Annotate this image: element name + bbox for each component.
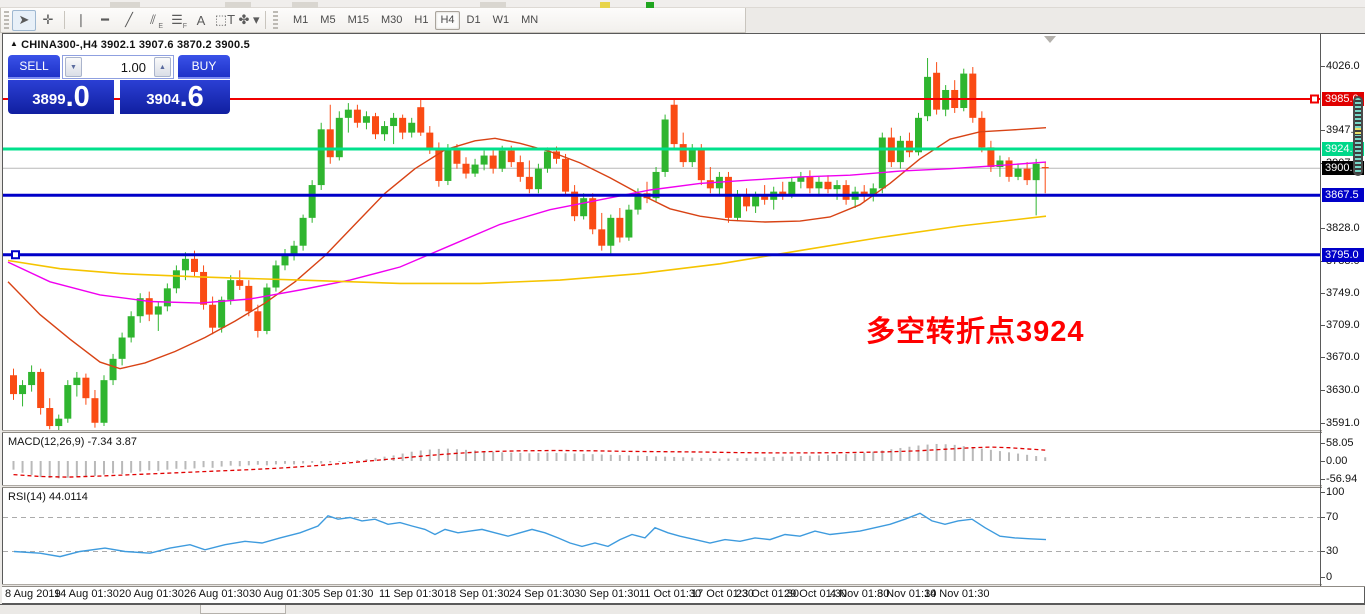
price-axis-tick: 4026.0 bbox=[1321, 60, 1360, 72]
toolbar-separator bbox=[265, 11, 266, 29]
symbol-ohlc-text: CHINA300-,H4 3902.1 3907.6 3870.2 3900.5 bbox=[21, 39, 250, 51]
toolbar-fragment bbox=[292, 2, 318, 8]
macd-indicator-label: MACD(12,26,9) -7.34 3.87 bbox=[8, 436, 138, 448]
time-axis[interactable]: 8 Aug 2019 14 Aug 01:30 20 Aug 01:30 26 Aug… bbox=[2, 587, 1320, 603]
price-axis-tick: 0.00 bbox=[1320, 455, 1348, 467]
volume-increase-button[interactable]: ▲ bbox=[154, 57, 171, 77]
trendline-tool-icon[interactable]: ╱ bbox=[125, 12, 133, 27]
price-axis-tick: 0 bbox=[1320, 571, 1333, 583]
horizontal-scrollbar[interactable] bbox=[0, 604, 1365, 614]
time-axis-label: 30 Aug 01:30 bbox=[249, 588, 314, 600]
time-axis-label: 14 Aug 01:30 bbox=[54, 588, 119, 600]
symbol-header: ▲ CHINA300-,H4 3902.1 3907.6 3870.2 3900.… bbox=[10, 39, 250, 51]
timeframe-button-m15[interactable]: M15 bbox=[347, 14, 369, 26]
volume-field: ▼ 1.00 ▲ bbox=[62, 55, 174, 79]
toolbar-grip[interactable] bbox=[4, 11, 9, 29]
symbol-collapse-icon[interactable]: ▲ bbox=[10, 39, 19, 48]
timeframe-button-h4[interactable]: H4 bbox=[435, 10, 460, 30]
fibonacci-tool-sub-label: F bbox=[182, 22, 187, 30]
time-axis-label: 30 Sep 01:30 bbox=[574, 588, 640, 600]
sell-price-main: 3899 bbox=[32, 91, 66, 108]
buy-button[interactable]: BUY bbox=[178, 55, 230, 79]
time-axis-label: 18 Sep 01:30 bbox=[444, 588, 510, 600]
equidistant-channel-tool-icon[interactable]: ⫽ E bbox=[150, 12, 163, 30]
timeframe-button-d1[interactable]: D1 bbox=[466, 14, 481, 26]
time-axis-label: 14 Nov 01:30 bbox=[924, 588, 990, 600]
price-level-badge: 3795.0 bbox=[1322, 247, 1364, 262]
time-axis-label: 17 Oct 01:30 bbox=[691, 588, 754, 600]
price-axis-tick: 3749.0 bbox=[1321, 287, 1360, 299]
timeframe-button-h1[interactable]: H1 bbox=[414, 14, 429, 26]
time-axis-label: 20 Aug 01:30 bbox=[119, 588, 184, 600]
scroll-widget-band bbox=[1355, 128, 1361, 135]
volume-decrease-button[interactable]: ▼ bbox=[65, 57, 82, 77]
text-label-tool-icon[interactable]: ⬚T bbox=[214, 12, 236, 27]
rsi-indicator-label: RSI(14) 44.0114 bbox=[8, 491, 88, 503]
horizontal-scrollbar-thumb[interactable] bbox=[200, 605, 286, 614]
chart-toolbar: ➤ ✛ ❘ ━ ╱ ⫽ E ☰ F A ⬚T ✤ ▾ M1 M5 M15 M30 H1 H4 D1 W1 MN bbox=[0, 8, 746, 33]
price-axis-tick: 3828.0 bbox=[1321, 222, 1360, 234]
price-axis-tick: -56.94 bbox=[1320, 473, 1358, 485]
horizontal-line-tool-icon[interactable]: ━ bbox=[101, 12, 109, 27]
time-axis-label: 11 Oct 01:30 bbox=[639, 588, 702, 600]
price-axis-tick: 100 bbox=[1320, 486, 1345, 498]
time-axis-label: 5 Sep 01:30 bbox=[314, 588, 374, 600]
fibonacci-tool-icon[interactable]: ☰ F bbox=[171, 12, 187, 30]
price-axis-tick: 3630.0 bbox=[1321, 384, 1360, 396]
timeframe-button-mn[interactable]: MN bbox=[521, 14, 539, 26]
vertical-scroll-widget[interactable] bbox=[1353, 96, 1363, 176]
chart-window bbox=[2, 33, 1365, 604]
time-axis-label: 4 Nov 01:30 bbox=[830, 588, 890, 600]
clipped-toolbar-row bbox=[0, 0, 1365, 8]
price-axis-tick: 3709.0 bbox=[1321, 319, 1360, 331]
timeframe-button-m30[interactable]: M30 bbox=[380, 14, 403, 26]
time-axis-label: 26 Aug 01:30 bbox=[184, 588, 249, 600]
volume-input[interactable]: 1.00 bbox=[120, 59, 146, 75]
toolbar-fragment bbox=[600, 2, 610, 8]
timeframe-button-m1[interactable]: M1 bbox=[293, 14, 309, 26]
toolbar-separator bbox=[64, 11, 65, 29]
macd-pane-splitter[interactable] bbox=[2, 430, 1365, 433]
arrows-tool-icon[interactable]: ✤ ▾ bbox=[238, 12, 260, 27]
sell-price-pips: .0 bbox=[65, 81, 90, 113]
chart-end-marker-icon bbox=[1044, 36, 1056, 43]
toolbar-fragment-green bbox=[646, 2, 654, 8]
price-axis-tick: 3670.0 bbox=[1321, 351, 1360, 363]
time-axis-label: 24 Sep 01:30 bbox=[509, 588, 575, 600]
rsi-pane-splitter[interactable] bbox=[2, 485, 1365, 488]
vertical-line-tool-icon[interactable]: ❘ bbox=[75, 12, 87, 27]
buy-price-main: 3904 bbox=[146, 91, 180, 108]
text-tool-icon[interactable]: A bbox=[196, 12, 206, 28]
time-axis-label: 23 Oct 01:30 bbox=[736, 588, 799, 600]
date-axis-splitter bbox=[2, 584, 1365, 587]
time-axis-label: 8 Nov 01:30 bbox=[877, 588, 937, 600]
price-axis-tick: 30 bbox=[1320, 545, 1339, 557]
price-axis-tick: 58.05 bbox=[1321, 437, 1354, 449]
time-axis-label: 29 Oct 01:30 bbox=[784, 588, 847, 600]
cursor-tool-icon[interactable]: ➤ bbox=[12, 9, 36, 31]
axis-divider bbox=[1320, 34, 1321, 586]
toolbar-fragment bbox=[110, 2, 140, 8]
toolbar-fragment bbox=[225, 2, 251, 8]
toolbar-grip[interactable] bbox=[273, 11, 278, 29]
timeframe-button-m5[interactable]: M5 bbox=[320, 14, 336, 26]
sell-price-display[interactable]: 3899.0 bbox=[8, 80, 114, 114]
equidistant-channel-tool-sub-label: E bbox=[158, 22, 163, 30]
time-axis-label: 11 Sep 01:30 bbox=[379, 588, 444, 600]
timeframe-button-w1[interactable]: W1 bbox=[492, 14, 510, 26]
toolbar-fragment bbox=[480, 2, 506, 8]
one-click-trading-panel: SELL ▼ 1.00 ▲ BUY 3899.0 3904.6 bbox=[8, 55, 230, 115]
crosshair-tool-icon[interactable]: ✛ bbox=[42, 12, 54, 27]
buy-price-display[interactable]: 3904.6 bbox=[120, 80, 230, 114]
price-axis-tick: 3947.0 bbox=[1321, 124, 1360, 136]
chart-text-annotation[interactable]: 多空转折点3924 bbox=[866, 316, 1085, 348]
time-axis-label: 8 Aug 2019 bbox=[5, 588, 61, 600]
sell-button[interactable]: SELL bbox=[8, 55, 60, 79]
buy-price-pips: .6 bbox=[179, 81, 204, 113]
price-level-badge: 3867.5 bbox=[1322, 188, 1364, 203]
price-axis-tick: 70 bbox=[1320, 511, 1339, 523]
price-axis-tick: 3591.0 bbox=[1321, 417, 1360, 429]
